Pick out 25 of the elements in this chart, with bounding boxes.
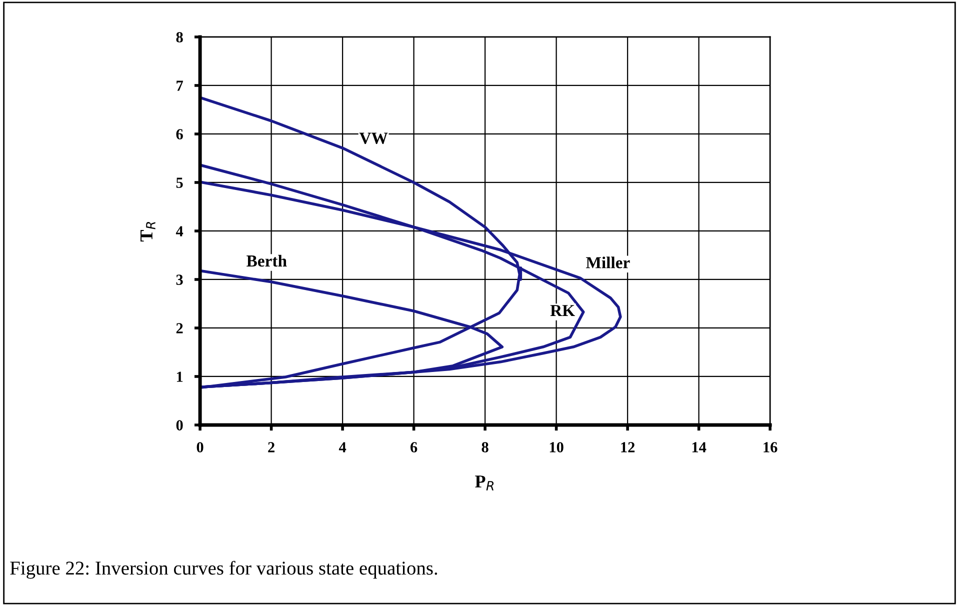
y-axis-title: T$_{R}$ [140, 222, 156, 242]
y-tick-label: 6 [176, 129, 183, 140]
x-axis-title: P$_{R}$ [475, 476, 494, 490]
series-label: Berth [246, 254, 287, 267]
y-tick-label: 1 [176, 372, 183, 382]
y-tick-label: 0 [176, 420, 183, 430]
y-tick-label: 7 [176, 80, 184, 91]
y-tick-label: 8 [176, 32, 183, 42]
x-tick-label: 6 [410, 442, 418, 452]
x-tick-label: 2 [268, 442, 274, 452]
x-tick-label: 10 [550, 442, 564, 452]
y-tick-label: 4 [176, 226, 184, 236]
x-tick-label: 14 [692, 442, 706, 452]
y-tick-label: 5 [176, 178, 183, 188]
y-tick-label: 3 [176, 274, 183, 285]
x-tick-label: 16 [764, 442, 778, 452]
series-label: RK [550, 305, 575, 316]
caption: Figure 22: Inversion curves for various state equations. [10, 560, 438, 579]
x-tick-label: 12 [621, 442, 635, 452]
x-tick-label: 8 [482, 442, 488, 452]
series-label: VW [359, 132, 388, 144]
x-tick-label: 0 [196, 442, 204, 452]
series-label: Miller [586, 256, 630, 268]
y-tick-label: 2 [176, 323, 183, 334]
x-tick-label: 4 [338, 442, 346, 452]
